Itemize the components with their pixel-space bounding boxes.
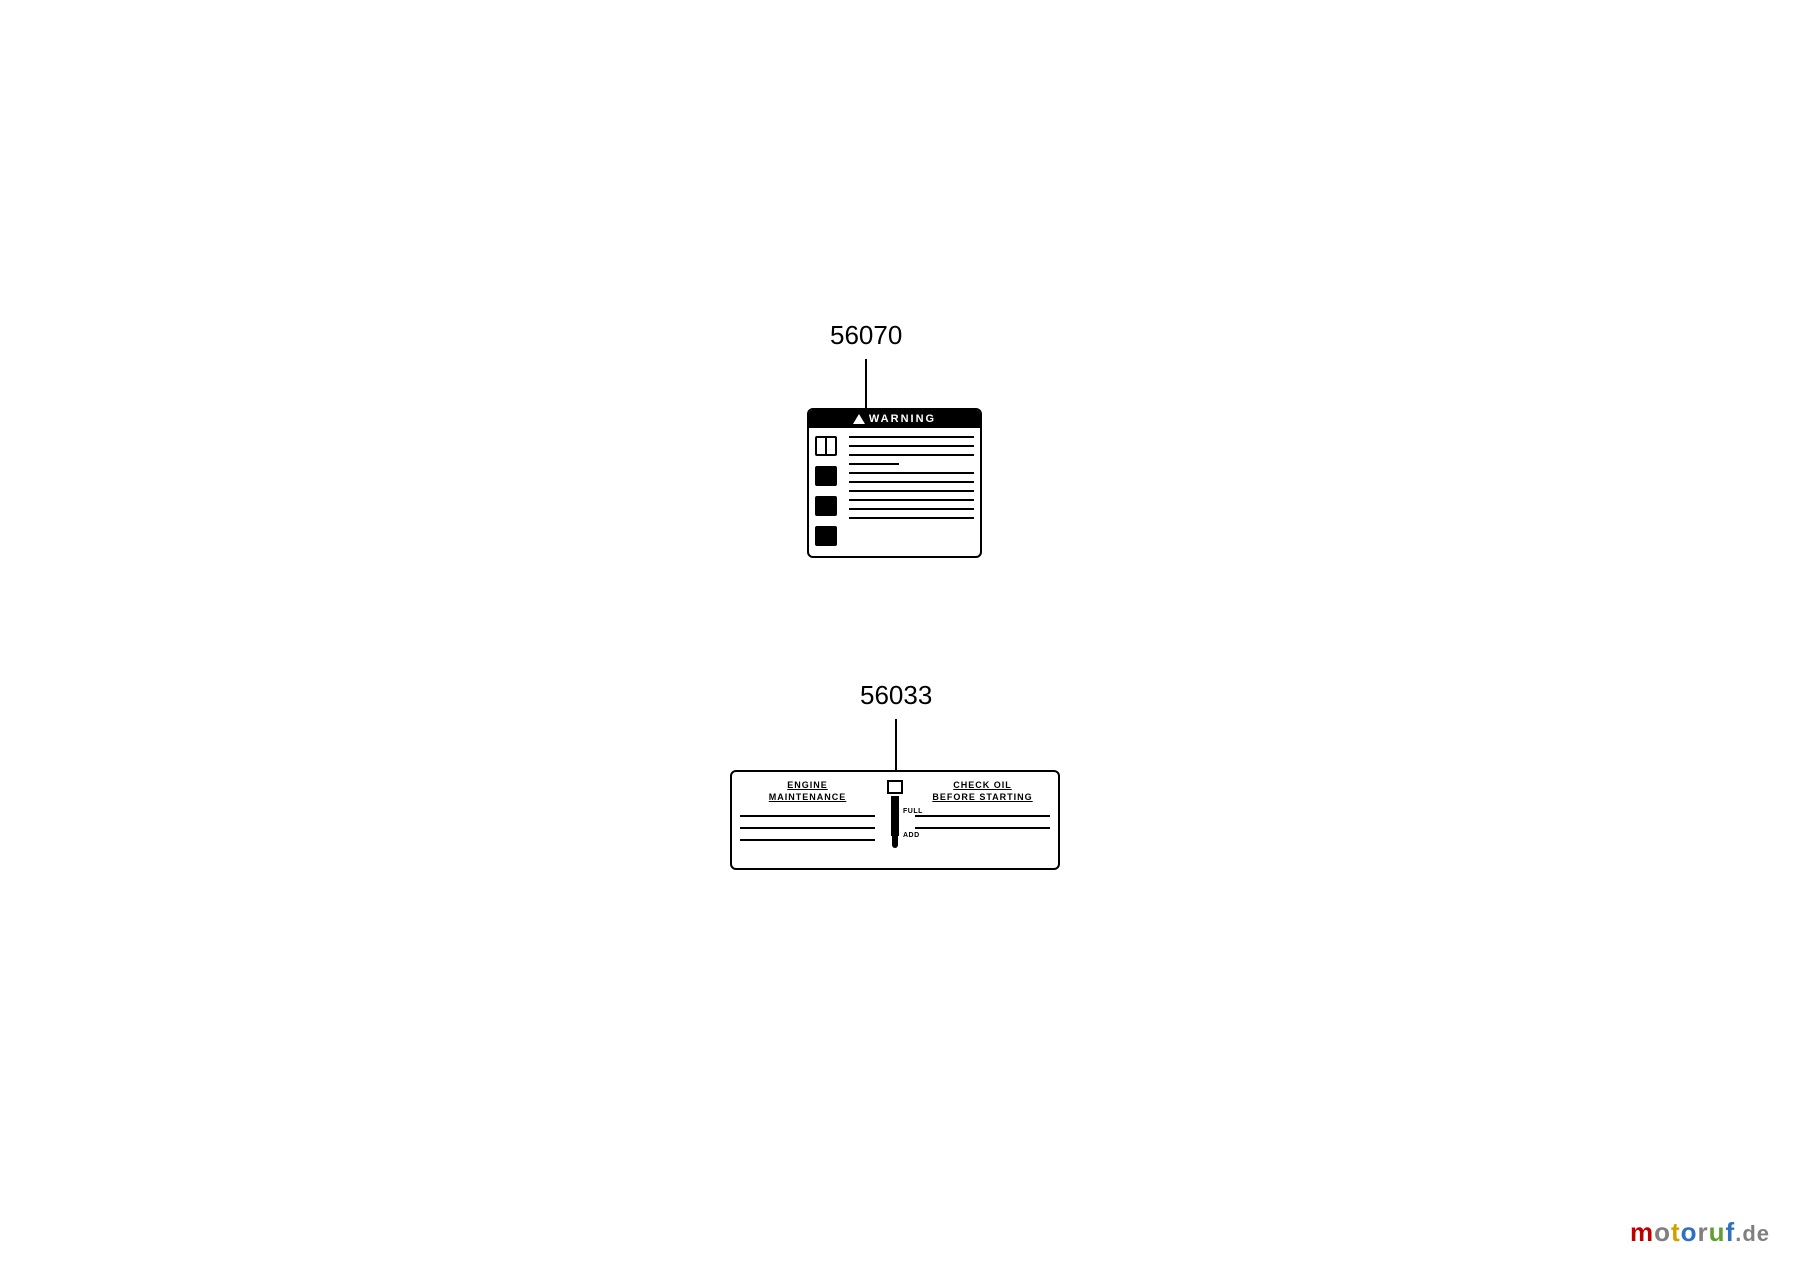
warning-text-lines — [843, 434, 974, 548]
maintenance-right-title: CHECK OIL BEFORE STARTING — [915, 780, 1050, 803]
hazard-icon-2 — [815, 496, 837, 516]
warning-icons-column — [815, 434, 843, 548]
manual-icon — [815, 436, 837, 456]
watermark-char: u — [1709, 1217, 1726, 1247]
maintenance-label-group: 56033 — [860, 680, 932, 777]
warning-text-line — [849, 490, 974, 492]
watermark: motoruf.de — [1630, 1217, 1770, 1248]
warning-text-line — [849, 445, 974, 447]
warning-text-line — [849, 499, 974, 501]
dipstick-shaft — [891, 796, 899, 836]
hazard-icon-1 — [815, 466, 837, 486]
watermark-char: f — [1726, 1217, 1736, 1247]
maintenance-leader-line — [895, 719, 897, 777]
warning-decal: WARNING — [807, 408, 982, 558]
maintenance-part-number: 56033 — [860, 680, 932, 711]
dipstick-add-label: ADD — [903, 832, 920, 839]
warning-text-line — [849, 454, 974, 456]
warning-text-line — [849, 436, 974, 438]
maint-text-line — [915, 815, 1050, 817]
dipstick-full-label: FULL — [903, 808, 923, 815]
warning-text-line — [849, 517, 974, 519]
maint-text-line — [740, 815, 875, 817]
watermark-char: t — [1671, 1217, 1681, 1247]
watermark-char: r — [1698, 1217, 1709, 1247]
warning-triangle-icon — [853, 414, 865, 424]
maint-text-line — [740, 827, 875, 829]
warning-body — [809, 428, 980, 554]
watermark-char: o — [1681, 1217, 1698, 1247]
maintenance-left-title: ENGINE MAINTENANCE — [740, 780, 875, 803]
warning-text-line — [849, 472, 974, 474]
maint-text-line — [915, 827, 1050, 829]
warning-part-number: 56070 — [830, 320, 902, 351]
dipstick-diagram: FULL ADD — [875, 780, 915, 860]
dipstick-tip — [892, 836, 898, 848]
maintenance-left-panel: ENGINE MAINTENANCE — [740, 780, 875, 860]
maintenance-right-panel: CHECK OIL BEFORE STARTING — [915, 780, 1050, 860]
maintenance-decal: ENGINE MAINTENANCE FULL ADD CHECK OIL BE… — [730, 770, 1060, 870]
warning-header-text: WARNING — [869, 413, 936, 425]
maintenance-right-lines — [915, 815, 1050, 829]
maint-text-line — [740, 839, 875, 841]
warning-text-line — [849, 481, 974, 483]
dipstick-handle-icon — [887, 780, 903, 794]
watermark-char: o — [1654, 1217, 1671, 1247]
warning-text-line — [849, 508, 974, 510]
watermark-char: .de — [1735, 1221, 1770, 1246]
maintenance-left-lines — [740, 815, 875, 841]
warning-header: WARNING — [809, 410, 980, 428]
warning-label-group: 56070 — [830, 320, 902, 417]
hazard-icon-3 — [815, 526, 837, 546]
warning-text-line — [849, 463, 899, 465]
watermark-char: m — [1630, 1217, 1654, 1247]
